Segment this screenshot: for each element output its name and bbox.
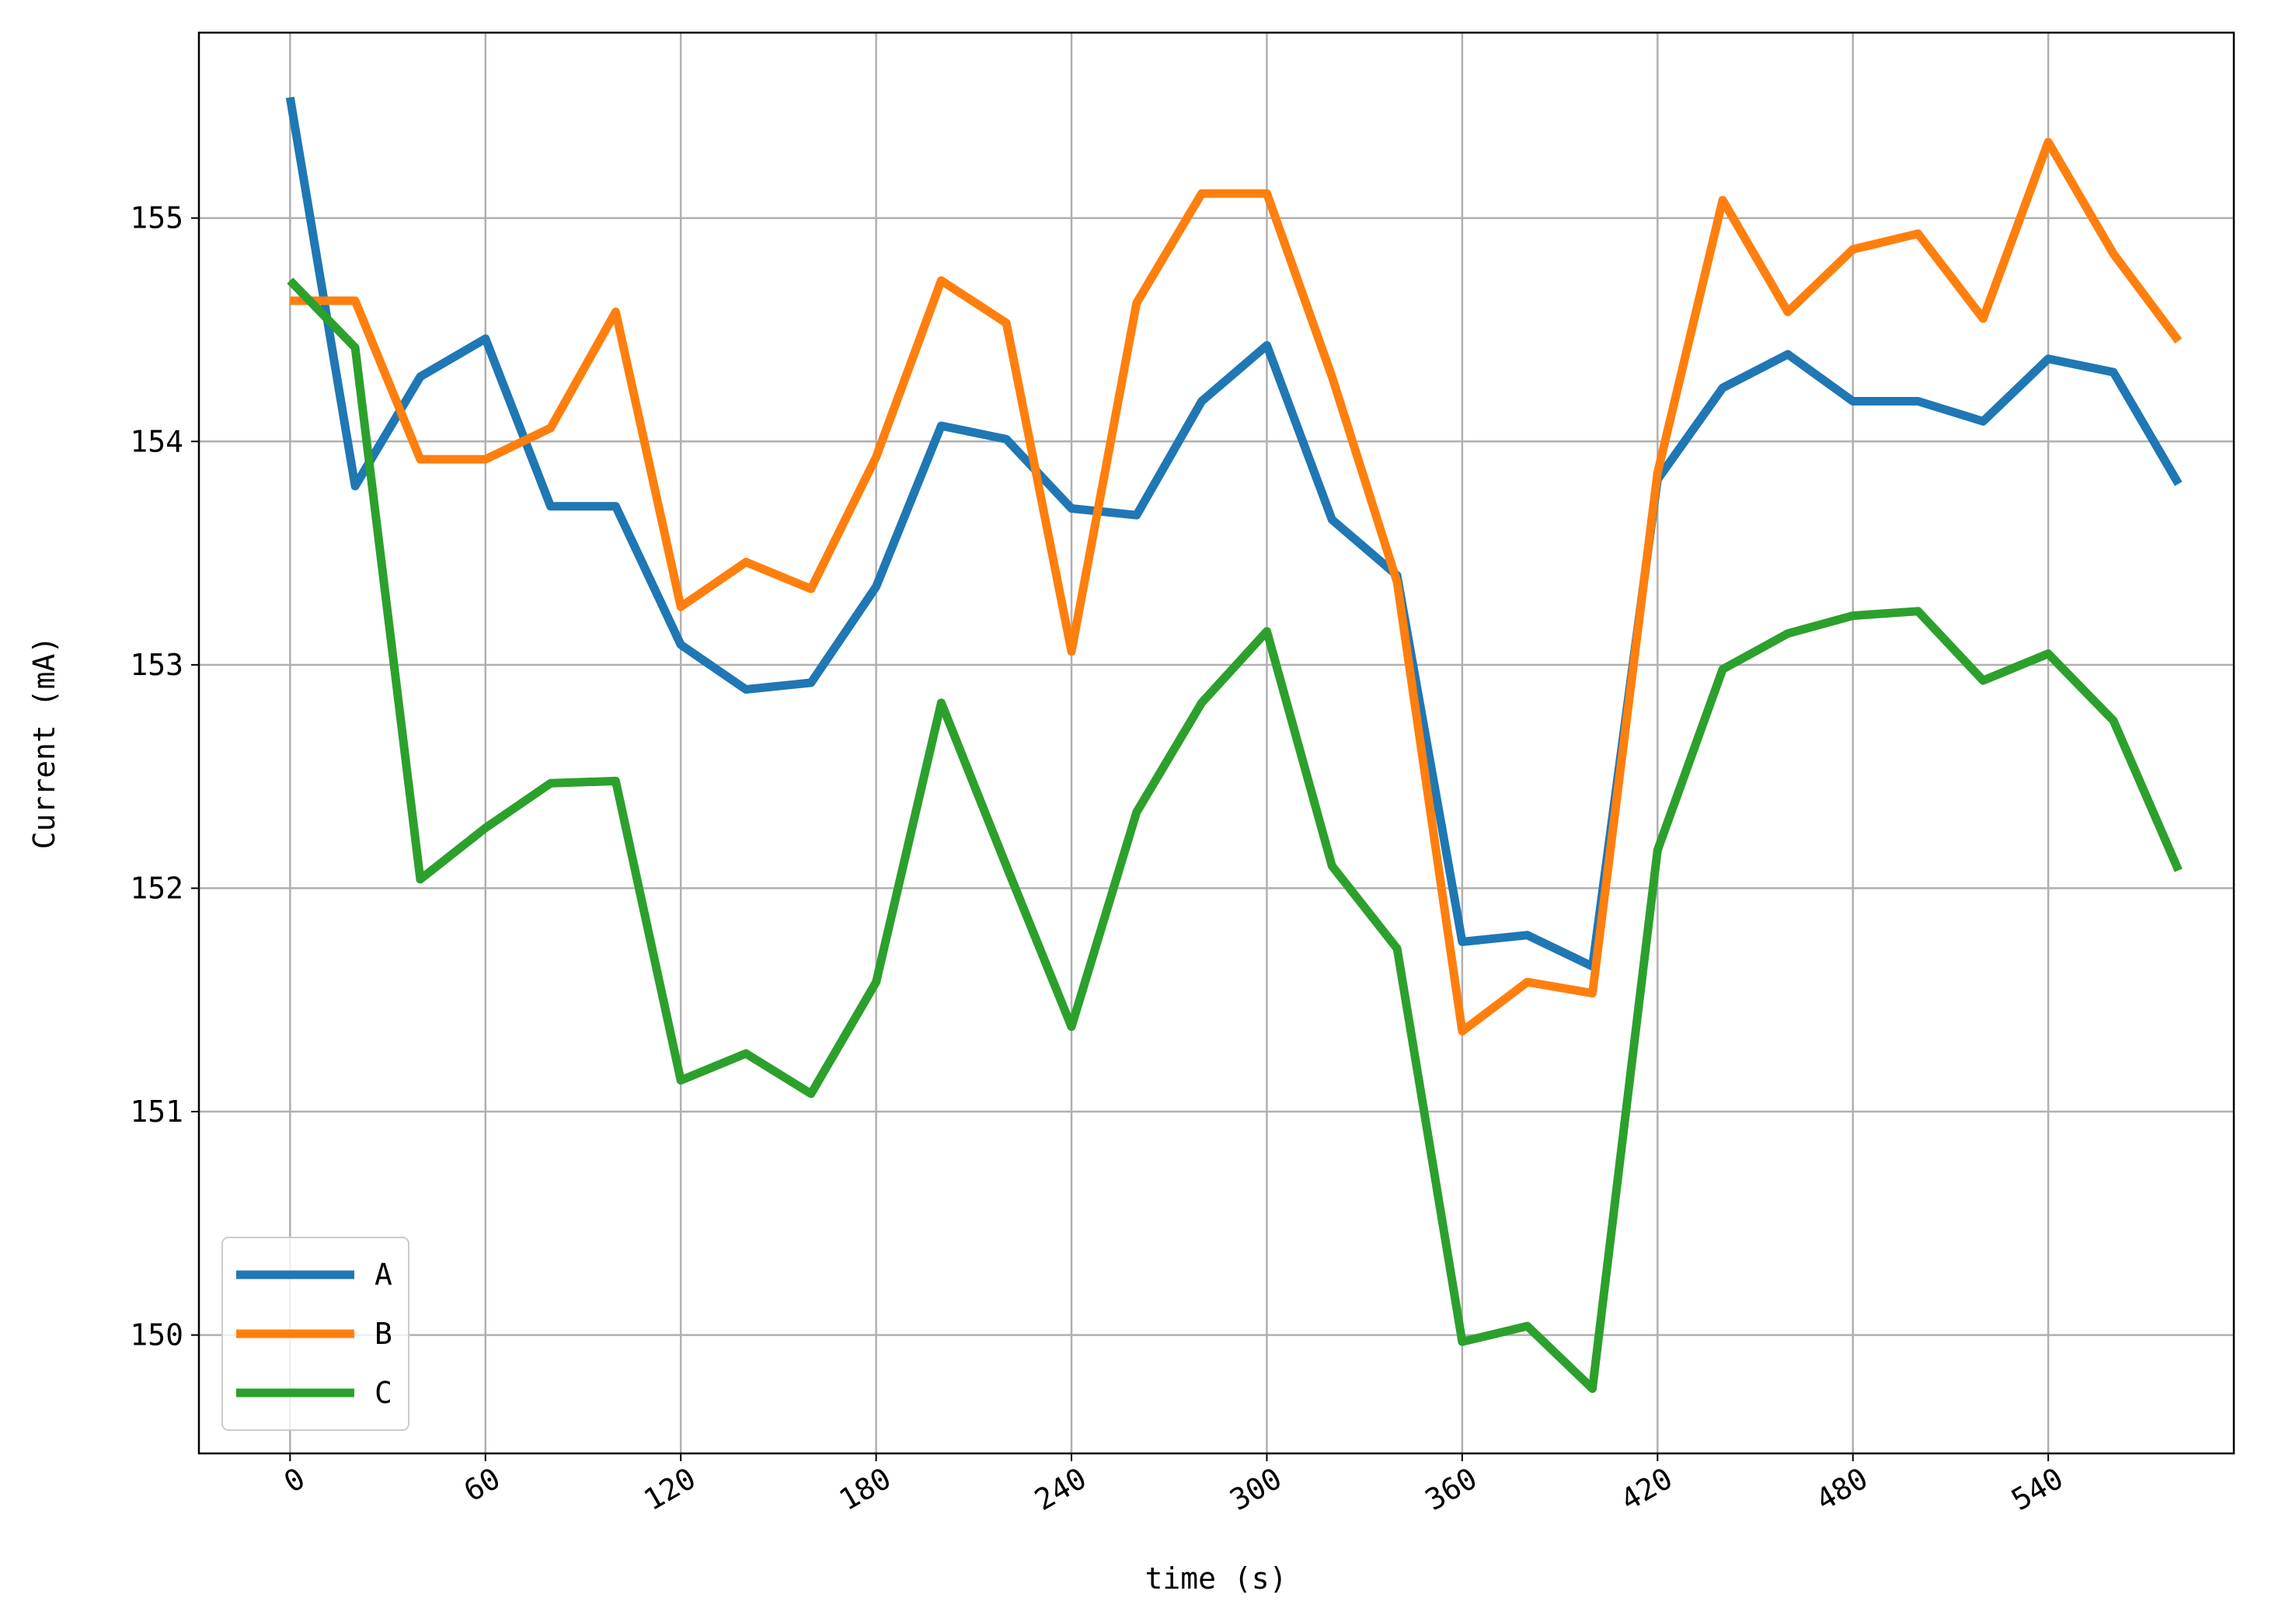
legend-label: B <box>375 1317 392 1351</box>
x-tick-label: 240 <box>1029 1461 1092 1517</box>
line-series <box>287 277 2183 1394</box>
x-tick-label: 540 <box>2005 1461 2068 1517</box>
x-tick-label: 480 <box>1810 1461 1873 1517</box>
y-tick-label: 151 <box>130 1095 183 1129</box>
x-axis-label: time (s) <box>1145 1561 1287 1596</box>
y-axis-label: Current (mA) <box>27 636 61 850</box>
legend-label: C <box>375 1376 392 1410</box>
y-tick-label: 155 <box>130 201 183 235</box>
line-series <box>285 96 2183 971</box>
x-tick-label: 0 <box>278 1461 311 1500</box>
y-tick-label: 152 <box>130 871 183 905</box>
y-tick-label: 153 <box>130 648 183 682</box>
x-tick-label: 420 <box>1615 1461 1678 1517</box>
x-tick-label: 360 <box>1420 1461 1482 1517</box>
x-tick-label: 120 <box>638 1461 701 1517</box>
y-tick-label: 154 <box>130 424 183 458</box>
plot-frame <box>197 31 2235 1455</box>
line-series <box>290 137 2183 1035</box>
x-tick-label: 60 <box>458 1461 507 1509</box>
y-tick-label: 150 <box>130 1318 183 1352</box>
x-tick-label: 300 <box>1225 1461 1287 1517</box>
legend-label: A <box>375 1258 392 1292</box>
legend: ABC <box>221 1237 409 1431</box>
x-tick-label: 180 <box>834 1461 897 1517</box>
